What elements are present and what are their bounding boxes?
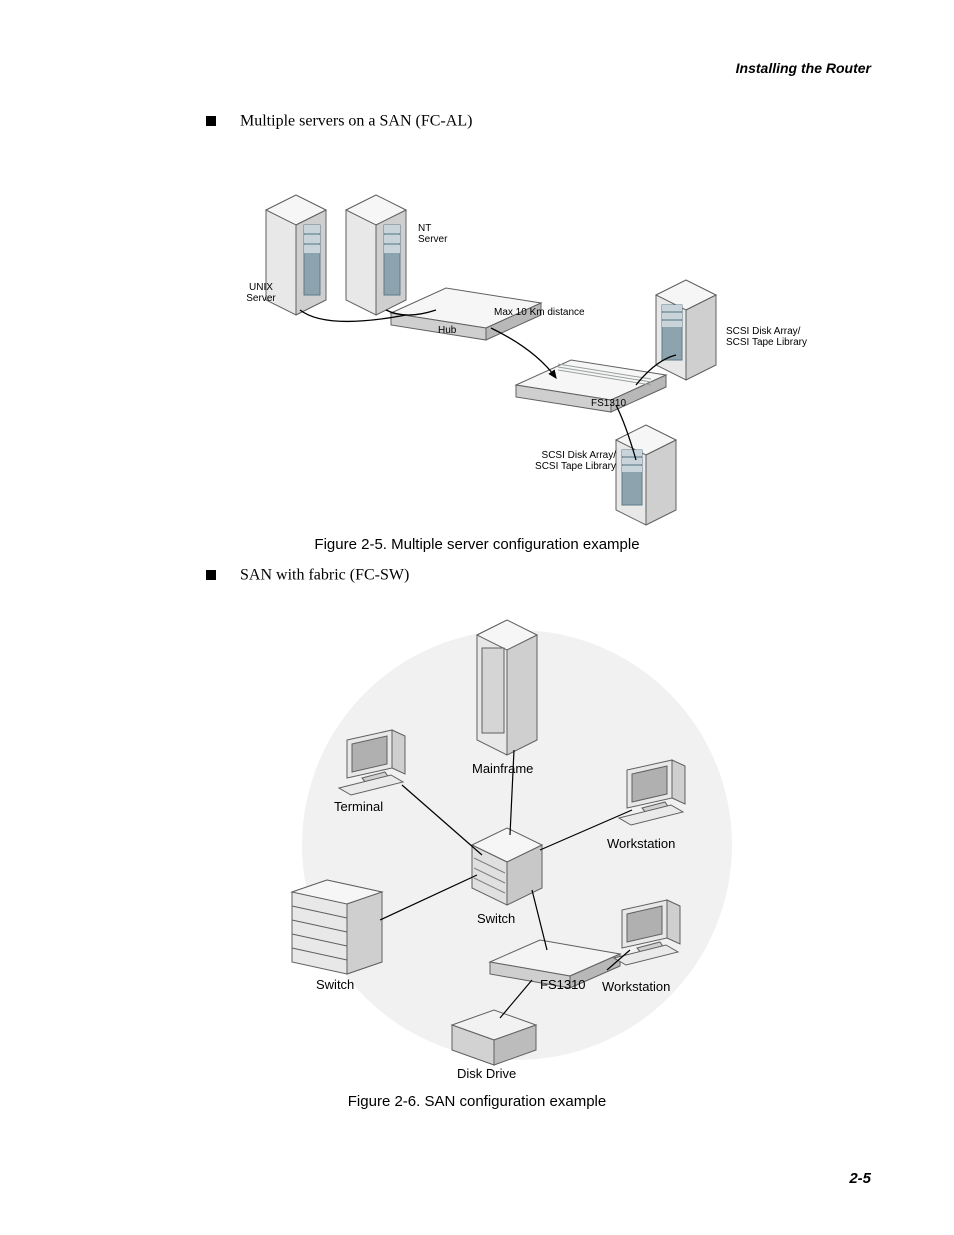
figure-2-5-caption: Figure 2-5. Multiple server configuratio… <box>0 536 954 553</box>
bullet-item-2: SAN with fabric (FC-SW) <box>206 566 409 584</box>
figure-2-5-diagram: UNIXServer NTServer Hub Max 10 Km distan… <box>236 160 852 530</box>
label-array-2: SCSI Disk Array/SCSI Tape Library <box>526 450 616 472</box>
label-nt-server: NTServer <box>418 223 458 245</box>
fig-2-6-svg <box>252 600 752 1090</box>
running-header: Installing the Router <box>736 60 871 76</box>
page-number: 2-5 <box>849 1170 871 1187</box>
figure-2-6-caption: Figure 2-6. SAN configuration example <box>0 1093 954 1110</box>
bullet-text: SAN with fabric (FC-SW) <box>240 566 409 583</box>
page: Installing the Router Multiple servers o… <box>0 0 954 1235</box>
label-disk-drive: Disk Drive <box>457 1067 516 1081</box>
bullet-square-icon <box>206 570 216 580</box>
bullet-square-icon <box>206 116 216 126</box>
label-workstation-2: Workstation <box>602 980 670 994</box>
label-array-1: SCSI Disk Array/SCSI Tape Library <box>726 326 816 348</box>
label-fs1310: FS1310 <box>591 398 626 409</box>
label-switch-center: Switch <box>477 912 515 926</box>
label-hub: Hub <box>438 325 456 336</box>
label-terminal: Terminal <box>334 800 383 814</box>
bullet-text: Multiple servers on a SAN (FC-AL) <box>240 112 472 129</box>
label-unix-server: UNIXServer <box>236 282 286 304</box>
label-switch-left: Switch <box>316 978 354 992</box>
label-mainframe: Mainframe <box>472 762 533 776</box>
bullet-item-1: Multiple servers on a SAN (FC-AL) <box>206 112 472 130</box>
label-workstation-1: Workstation <box>607 837 675 851</box>
figure-2-6-diagram: Terminal Mainframe Workstation Switch Sw… <box>252 600 752 1090</box>
label-fs1310-2: FS1310 <box>540 978 586 992</box>
label-max-distance: Max 10 Km distance <box>494 307 585 318</box>
